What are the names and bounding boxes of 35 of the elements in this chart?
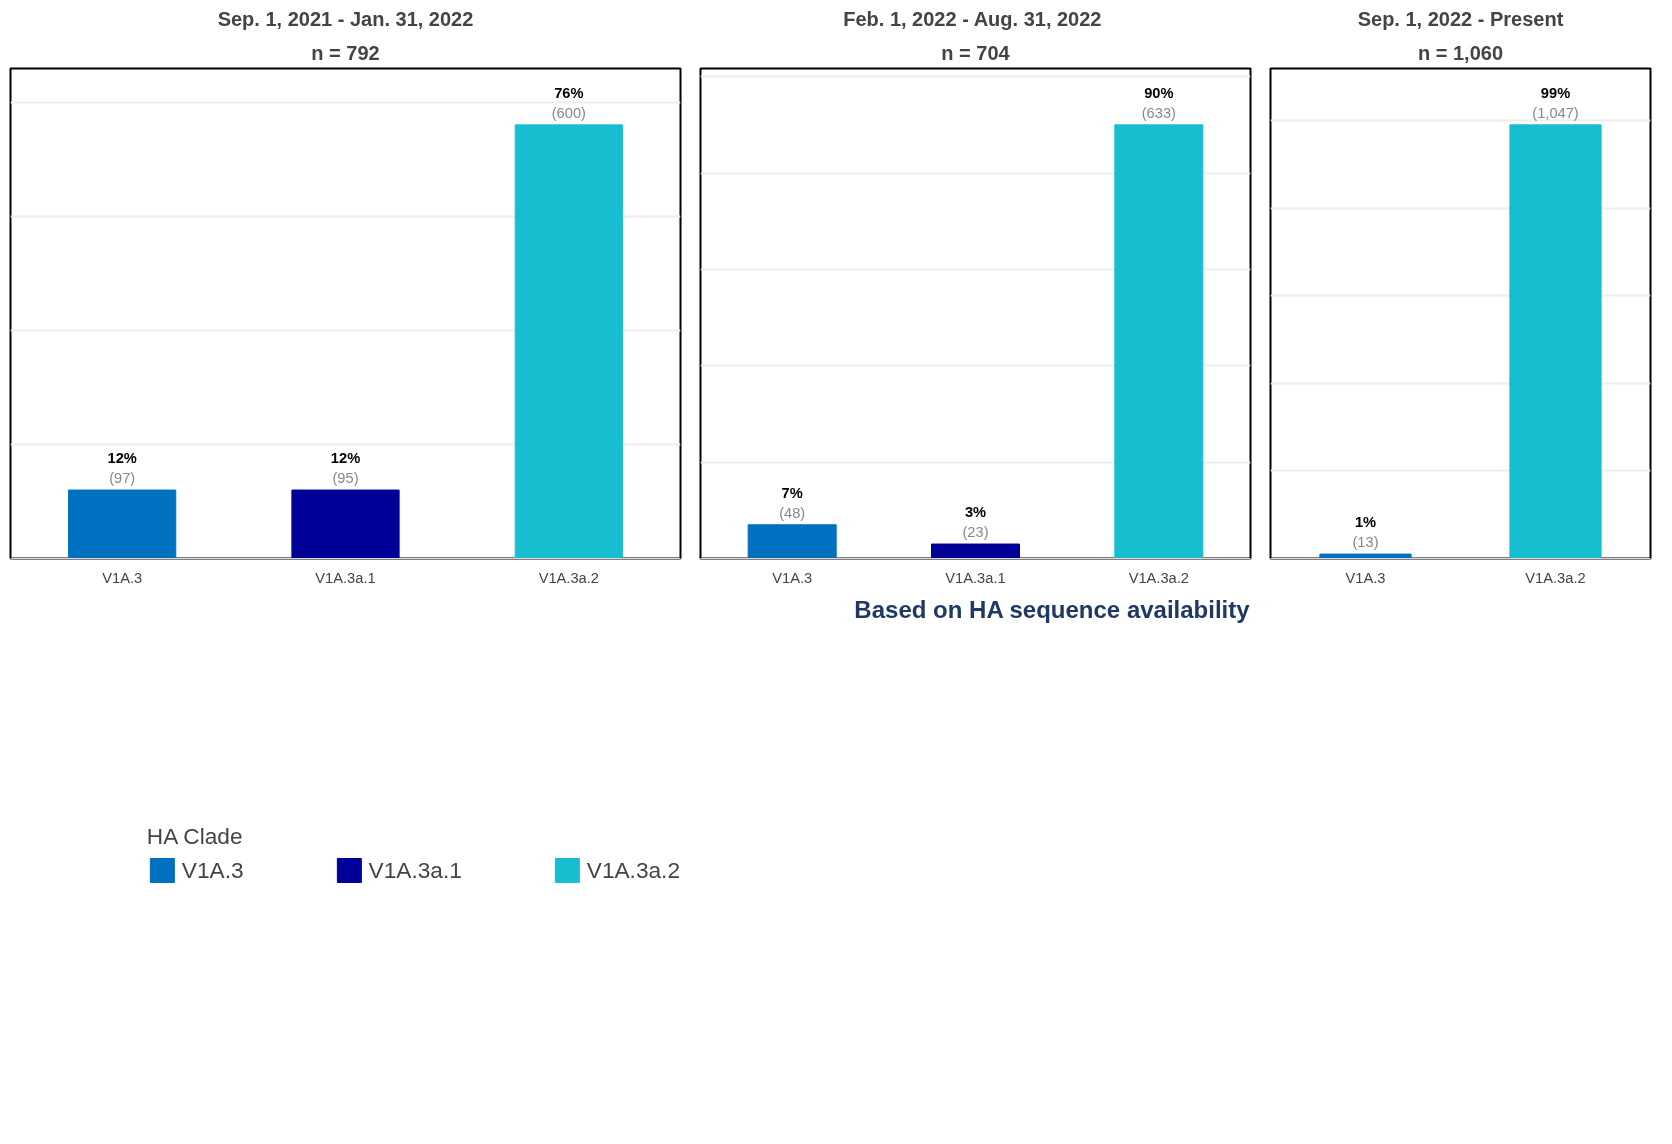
chart-subtitle: n = 1,060	[1417, 41, 1504, 64]
annotation: (23)	[962, 524, 989, 541]
data-label: 12%	[107, 450, 137, 467]
legend-title: HA Clade	[146, 823, 244, 850]
x-tick-label: V1A.3a.1	[945, 569, 1006, 586]
legend-label: V1A.3a.2	[586, 856, 680, 884]
x-tick-label: V1A.3	[772, 569, 813, 586]
chart-title: Sep. 1, 2022 - Present	[1357, 7, 1564, 30]
legend-label: V1A.3	[181, 856, 244, 884]
chart-subtitle: n = 704	[941, 41, 1011, 64]
annotation: (13)	[1352, 534, 1379, 551]
data-label: 1%	[1354, 514, 1377, 531]
x-tick-label: V1A.3a.2	[538, 569, 599, 586]
x-tick-label: V1A.3a.1	[315, 569, 376, 586]
annotation: (600)	[551, 104, 586, 121]
data-label: 90%	[1144, 84, 1174, 101]
chart-title: Feb. 1, 2022 - Aug. 31, 2022	[843, 7, 1102, 30]
data-label: 3%	[964, 504, 987, 521]
annotation: (95)	[332, 470, 359, 487]
data-label: 99%	[1540, 84, 1571, 101]
annotation: (48)	[779, 504, 806, 521]
annotation: (97)	[109, 470, 136, 487]
chart-subtitle: n = 792	[311, 41, 380, 64]
x-tick-label: V1A.3a.2	[1128, 569, 1189, 586]
annotation: (633)	[1141, 104, 1176, 121]
x-tick-label: V1A.3a.2	[1525, 569, 1586, 586]
data-label: 76%	[554, 84, 584, 101]
annotation: (1,047)	[1532, 104, 1579, 121]
chart-title: Sep. 1, 2021 - Jan. 31, 2022	[217, 7, 474, 30]
x-tick-label: V1A.3	[102, 569, 143, 586]
legend-label: V1A.3a.1	[368, 856, 462, 884]
x-tick-label: V1A.3	[1345, 569, 1386, 586]
data-label: 12%	[330, 450, 361, 467]
text: Based on HA sequence availability	[854, 595, 1251, 623]
data-label: 7%	[781, 484, 803, 501]
